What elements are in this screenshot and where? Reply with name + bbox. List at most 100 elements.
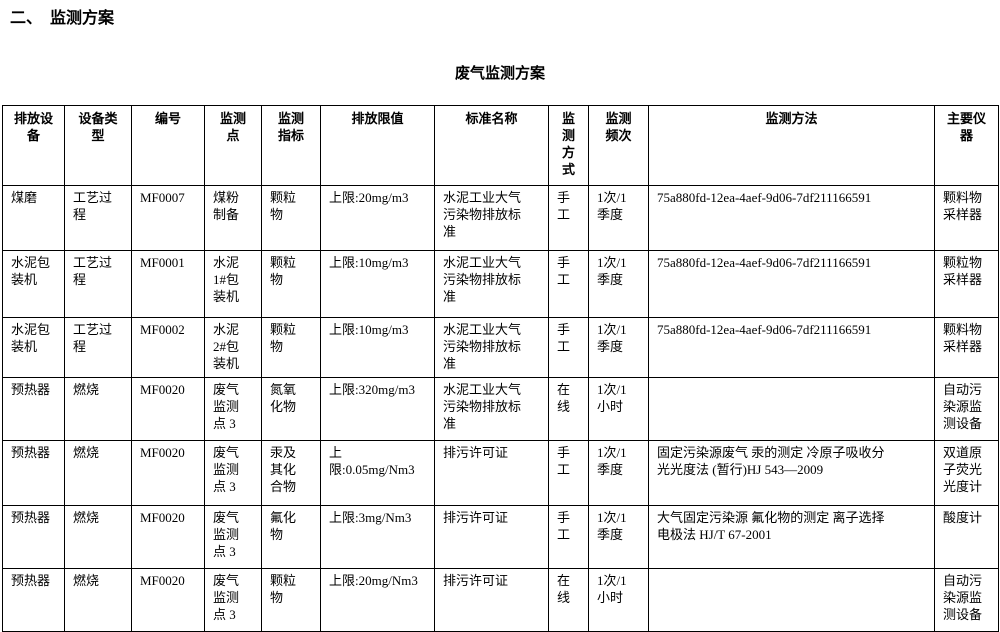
table-cell: 废气 监测 点 3 bbox=[204, 440, 262, 506]
table-cell: 颗粒 物 bbox=[261, 568, 321, 632]
table-cell: 汞及 其化 合物 bbox=[261, 440, 321, 506]
table-cell: 酸度计 bbox=[934, 505, 999, 569]
column-header: 设备类 型 bbox=[64, 105, 132, 186]
table-cell: 废气 监测 点 3 bbox=[204, 568, 262, 632]
table-cell: 燃烧 bbox=[64, 377, 132, 441]
column-header: 监测方法 bbox=[648, 105, 935, 186]
table-cell: 水泥包 装机 bbox=[2, 250, 65, 318]
table-cell: MF0020 bbox=[131, 440, 205, 506]
table-cell: 颗粒 物 bbox=[261, 317, 321, 378]
table-cell: 排污许可证 bbox=[434, 568, 549, 632]
table-cell: 水泥工业大气 污染物排放标 准 bbox=[434, 250, 549, 318]
table-cell: 预热器 bbox=[2, 440, 65, 506]
table-cell: 颗粒物 采样器 bbox=[934, 250, 999, 318]
column-header: 排放设 备 bbox=[2, 105, 65, 186]
table-cell: 75a880fd-12ea-4aef-9d06-7df211166591 bbox=[648, 185, 935, 251]
table-cell: 1次/1 季度 bbox=[588, 505, 649, 569]
table-cell: 双道原 子荧光 光度计 bbox=[934, 440, 999, 506]
table-cell: 手 工 bbox=[548, 505, 589, 569]
table-cell: 预热器 bbox=[2, 377, 65, 441]
column-header: 监 测 方 式 bbox=[548, 105, 589, 186]
table-cell: 在 线 bbox=[548, 568, 589, 632]
column-header: 主要仪 器 bbox=[934, 105, 999, 186]
table-cell: 上限:3mg/Nm3 bbox=[320, 505, 435, 569]
column-header: 监测 点 bbox=[204, 105, 262, 186]
table-header-row: 排放设 备设备类 型编号 监测 点监测 指标 排放限值 标准名称监 测 方 式监测 频… bbox=[2, 105, 999, 186]
table-cell: 自动污 染源监 测设备 bbox=[934, 377, 999, 441]
table-cell: MF0001 bbox=[131, 250, 205, 318]
table-cell: 颗料物 采样器 bbox=[934, 185, 999, 251]
table-cell: MF0007 bbox=[131, 185, 205, 251]
table-cell bbox=[648, 568, 935, 632]
table-cell: 排污许可证 bbox=[434, 505, 549, 569]
table-cell: 水泥工业大气 污染物排放标 准 bbox=[434, 185, 549, 251]
table-cell: 煤粉 制备 bbox=[204, 185, 262, 251]
table-cell: 固定污染源废气 汞的测定 冷原子吸收分 光光度法 (暂行)HJ 543—2009 bbox=[648, 440, 935, 506]
table-cell: 75a880fd-12ea-4aef-9d06-7df211166591 bbox=[648, 250, 935, 318]
table-cell: 上限:20mg/m3 bbox=[320, 185, 435, 251]
table-body: 煤磨 工艺过 程 MF0007 煤粉 制备 颗粒 物上限:20mg/m3 水泥工业大气 污… bbox=[2, 185, 999, 632]
table-cell: 颗料物 采样器 bbox=[934, 317, 999, 378]
table-title: 废气监测方案 bbox=[454, 65, 545, 82]
table-cell: MF0020 bbox=[131, 505, 205, 569]
table-cell: 煤磨 bbox=[2, 185, 65, 251]
table-cell: 1次/1 小时 bbox=[588, 377, 649, 441]
table-cell: 手 工 bbox=[548, 317, 589, 378]
table-row: 预热器 燃烧 MF0020 废气 监测 点 3 氟化 物上限:3mg/Nm3 排污许可证手… bbox=[2, 505, 999, 569]
table-cell: 水泥工业大气 污染物排放标 准 bbox=[434, 377, 549, 441]
table-cell: 水泥包 装机 bbox=[2, 317, 65, 378]
table-cell: 水泥 2#包 装机 bbox=[204, 317, 262, 378]
column-header: 标准名称 bbox=[434, 105, 549, 186]
table-cell: 排污许可证 bbox=[434, 440, 549, 506]
column-header: 监测 频次 bbox=[588, 105, 649, 186]
table-cell: MF0002 bbox=[131, 317, 205, 378]
table-cell: 上限:20mg/Nm3 bbox=[320, 568, 435, 632]
table-cell: 工艺过 程 bbox=[64, 317, 132, 378]
table-row: 水泥包 装机 工艺过 程 MF0002 水泥 2#包 装机 颗粒 物上限:10mg/m3… bbox=[2, 317, 999, 378]
column-header: 编号 bbox=[131, 105, 205, 186]
table-cell bbox=[648, 377, 935, 441]
waste-gas-monitoring-table: 排放设 备设备类 型编号 监测 点监测 指标 排放限值 标准名称监 测 方 式监测 频… bbox=[2, 105, 999, 632]
table-cell: 自动污 染源监 测设备 bbox=[934, 568, 999, 632]
table-cell: 1次/1 季度 bbox=[588, 440, 649, 506]
table-cell: 大气固定污染源 氟化物的测定 离子选择 电极法 HJ/T 67-2001 bbox=[648, 505, 935, 569]
table-cell: 1次/1 季度 bbox=[588, 185, 649, 251]
table-cell: 废气 监测 点 3 bbox=[204, 377, 262, 441]
table-cell: 水泥工业大气 污染物排放标 准 bbox=[434, 317, 549, 378]
table-cell: 燃烧 bbox=[64, 440, 132, 506]
table-cell: 工艺过 程 bbox=[64, 250, 132, 318]
table-cell: 上限:320mg/m3 bbox=[320, 377, 435, 441]
table-cell: 75a880fd-12ea-4aef-9d06-7df211166591 bbox=[648, 317, 935, 378]
column-header: 排放限值 bbox=[320, 105, 435, 186]
table-cell: 预热器 bbox=[2, 505, 65, 569]
table-cell: MF0020 bbox=[131, 377, 205, 441]
table-cell: 预热器 bbox=[2, 568, 65, 632]
table-cell: 颗粒 物 bbox=[261, 185, 321, 251]
table-cell: MF0020 bbox=[131, 568, 205, 632]
section-title: 二、 监测方案 bbox=[10, 10, 115, 27]
table-cell: 氮氧 化物 bbox=[261, 377, 321, 441]
table-cell: 在 线 bbox=[548, 377, 589, 441]
table-row: 预热器 燃烧 MF0020 废气 监测 点 3 汞及 其化 合物上 限:0.05mg/N… bbox=[2, 440, 999, 506]
table-row: 预热器 燃烧 MF0020 废气 监测 点 3 氮氧 化物 上限:320mg/m3 水泥工业… bbox=[2, 377, 999, 441]
table-row: 水泥包 装机 工艺过 程 MF0001 水泥 1#包 装机 颗粒 物上限:10mg/m3… bbox=[2, 250, 999, 318]
table-cell: 水泥 1#包 装机 bbox=[204, 250, 262, 318]
table-cell: 手 工 bbox=[548, 250, 589, 318]
table-cell: 上限:10mg/m3 bbox=[320, 317, 435, 378]
table-cell: 废气 监测 点 3 bbox=[204, 505, 262, 569]
table-cell: 燃烧 bbox=[64, 568, 132, 632]
table-cell: 1次/1 季度 bbox=[588, 317, 649, 378]
table-cell: 氟化 物 bbox=[261, 505, 321, 569]
column-header: 监测 指标 bbox=[261, 105, 321, 186]
table-cell: 1次/1 季度 bbox=[588, 250, 649, 318]
table-cell: 上 限:0.05mg/Nm3 bbox=[320, 440, 435, 506]
table-cell: 1次/1 小时 bbox=[588, 568, 649, 632]
table-cell: 上限:10mg/m3 bbox=[320, 250, 435, 318]
table-cell: 手 工 bbox=[548, 185, 589, 251]
table-cell: 手 工 bbox=[548, 440, 589, 506]
table-cell: 燃烧 bbox=[64, 505, 132, 569]
table-cell: 颗粒 物 bbox=[261, 250, 321, 318]
table-row: 煤磨 工艺过 程 MF0007 煤粉 制备 颗粒 物上限:20mg/m3 水泥工业大气 污… bbox=[2, 185, 999, 251]
table-row: 预热器 燃烧 MF0020 废气 监测 点 3 颗粒 物上限:20mg/Nm3 排污许可证… bbox=[2, 568, 999, 632]
table-cell: 工艺过 程 bbox=[64, 185, 132, 251]
